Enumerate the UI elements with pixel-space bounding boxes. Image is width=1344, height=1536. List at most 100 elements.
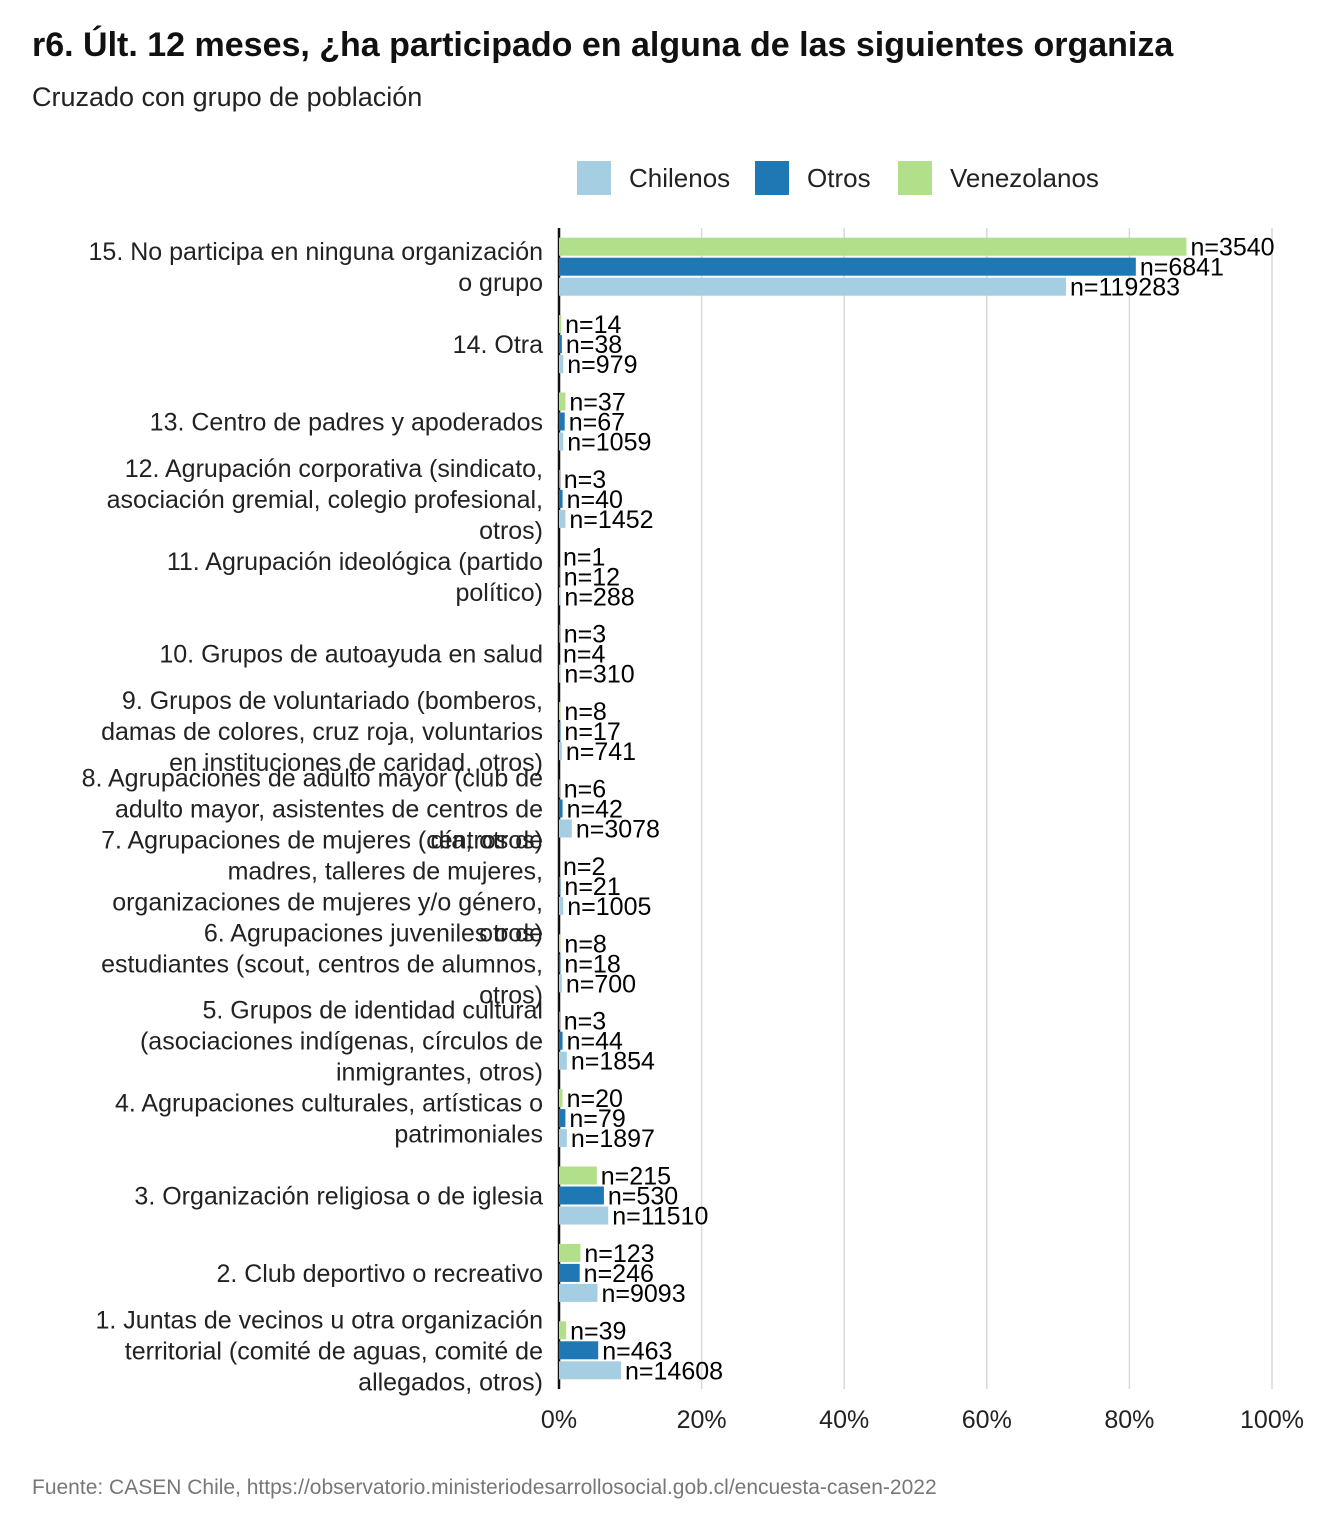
bar-otros (559, 567, 560, 586)
category-label: patrimoniales (394, 1121, 543, 1149)
x-tick-label: 40% (819, 1406, 869, 1434)
bar-otros (559, 876, 561, 895)
bar-value-label: n=9093 (602, 1280, 686, 1308)
category-label: 15. No participa en ninguna organización (89, 238, 543, 266)
legend-swatch-venezolanos (898, 161, 932, 195)
legend-label-venezolanos: Venezolanos (950, 163, 1099, 193)
bar-value-label: n=20 (567, 1085, 623, 1113)
category-label: 10. Grupos de autoayuda en salud (159, 641, 543, 669)
bar-chilenos (559, 819, 572, 838)
chart-subtitle: Cruzado con grupo de población (32, 82, 423, 112)
bar-venezolanos (559, 1321, 567, 1340)
bar-value-label: n=67 (569, 409, 625, 437)
bar-venezolanos (559, 1243, 581, 1262)
category-label: (asociaciones indígenas, círculos de (140, 1028, 543, 1056)
x-tick-label: 60% (962, 1406, 1012, 1434)
category-label: 3. Organización religiosa o de iglesia (134, 1183, 543, 1211)
bar-value-label: n=288 (564, 583, 634, 611)
bar-value-label: n=123 (584, 1240, 654, 1268)
bar-value-label: n=1 (563, 543, 605, 571)
category-label: 6. Agrupaciones juveniles o de (204, 919, 543, 947)
bar-venezolanos (559, 1011, 560, 1030)
bar-value-label: n=2 (563, 853, 605, 881)
bar-chilenos (559, 664, 561, 683)
bar-value-label: n=21 (564, 873, 620, 901)
category-label: 13. Centro de padres y apoderados (150, 409, 543, 437)
category-label: damas de colores, cruz roja, voluntarios (101, 718, 543, 746)
bar-value-label: n=310 (564, 661, 634, 689)
bar-value-label: n=37 (569, 389, 625, 417)
bar-otros (559, 412, 565, 431)
bar-value-label: n=8 (564, 698, 606, 726)
category-label: 14. Otra (453, 331, 543, 359)
bar-value-label: n=17 (564, 718, 620, 746)
bar-value-label: n=1897 (571, 1125, 655, 1153)
x-tick-label: 80% (1104, 1406, 1154, 1434)
category-label: 12. Agrupación corporativa (sindicato, (125, 455, 543, 483)
bar-venezolanos (559, 315, 562, 334)
bar-value-label: n=3078 (576, 816, 660, 844)
bar-value-label: n=1005 (567, 893, 651, 921)
bar-venezolanos (559, 934, 561, 953)
category-label: día, otros) (430, 827, 543, 855)
category-label: otros) (479, 919, 543, 947)
source-footer: Fuente: CASEN Chile, https://observatori… (32, 1476, 937, 1499)
bar-chilenos (559, 742, 562, 761)
bar-value-label: n=38 (566, 331, 622, 359)
category-label: político) (455, 579, 543, 607)
x-tick-label: 0% (541, 1406, 577, 1434)
bar-value-label: n=4 (563, 641, 606, 669)
category-label: 4. Agrupaciones culturales, artísticas o (115, 1090, 543, 1118)
category-label: inmigrantes, otros) (336, 1059, 543, 1087)
bar-otros (559, 257, 1136, 276)
category-label: 11. Agrupación ideológica (partido (167, 548, 543, 576)
bar-chilenos (559, 1051, 567, 1070)
bar-chilenos (559, 896, 564, 915)
bar-venezolanos (559, 779, 560, 798)
bar-value-label: n=1854 (571, 1048, 655, 1076)
bar-chilenos (559, 587, 561, 606)
bar-value-label: n=3540 (1190, 234, 1274, 262)
bar-chilenos (559, 432, 564, 451)
bar-venezolanos (559, 1166, 597, 1185)
bar-value-label: n=44 (567, 1028, 623, 1056)
bar-value-label: n=463 (602, 1337, 672, 1365)
bar-value-label: n=39 (570, 1317, 626, 1345)
category-label: estudiantes (scout, centros de alumnos, (101, 950, 543, 978)
bar-value-label: n=12 (564, 563, 620, 591)
category-label: en instituciones de caridad, otros) (169, 749, 543, 777)
bar-value-label: n=3 (564, 466, 606, 494)
legend-label-otros: Otros (807, 163, 871, 193)
bar-otros (559, 799, 563, 818)
category-label: otros) (479, 517, 543, 545)
bar-value-label: n=979 (567, 351, 637, 379)
bar-venezolanos (559, 1089, 563, 1108)
category-label: madres, talleres de mujeres, (228, 857, 543, 885)
bar-chilenos (559, 1206, 609, 1225)
bar-otros (559, 1263, 580, 1282)
bar-value-label: n=11510 (612, 1203, 708, 1231)
category-label: territorial (comité de aguas, comité de (125, 1337, 543, 1365)
category-label: 5. Grupos de identidad cultural (203, 997, 544, 1025)
bar-value-label: n=246 (584, 1260, 654, 1288)
category-label: 8. Agrupaciones de adulto mayor (club de (82, 765, 543, 793)
bar-otros (559, 1186, 604, 1205)
bar-venezolanos (559, 392, 566, 411)
bar-value-label: n=3 (564, 1008, 606, 1036)
bar-chilenos (559, 277, 1066, 296)
bar-value-label: n=6 (564, 776, 606, 804)
bar-otros (559, 1341, 599, 1360)
bar-value-label: n=14 (565, 311, 621, 339)
bar-value-label: n=14608 (625, 1357, 723, 1385)
bar-value-label: n=18 (564, 950, 620, 978)
bar-chilenos (559, 355, 564, 374)
bar-value-label: n=530 (608, 1183, 678, 1211)
bar-value-label: n=42 (567, 796, 623, 824)
bar-otros (559, 722, 561, 741)
bar-venezolanos (559, 624, 560, 643)
legend-swatch-chilenos (577, 161, 611, 195)
bar-otros (559, 489, 563, 508)
category-label: asociación gremial, colegio profesional, (107, 486, 543, 514)
category-label: 9. Grupos de voluntariado (bomberos, (122, 687, 543, 715)
bar-otros (559, 1031, 563, 1050)
